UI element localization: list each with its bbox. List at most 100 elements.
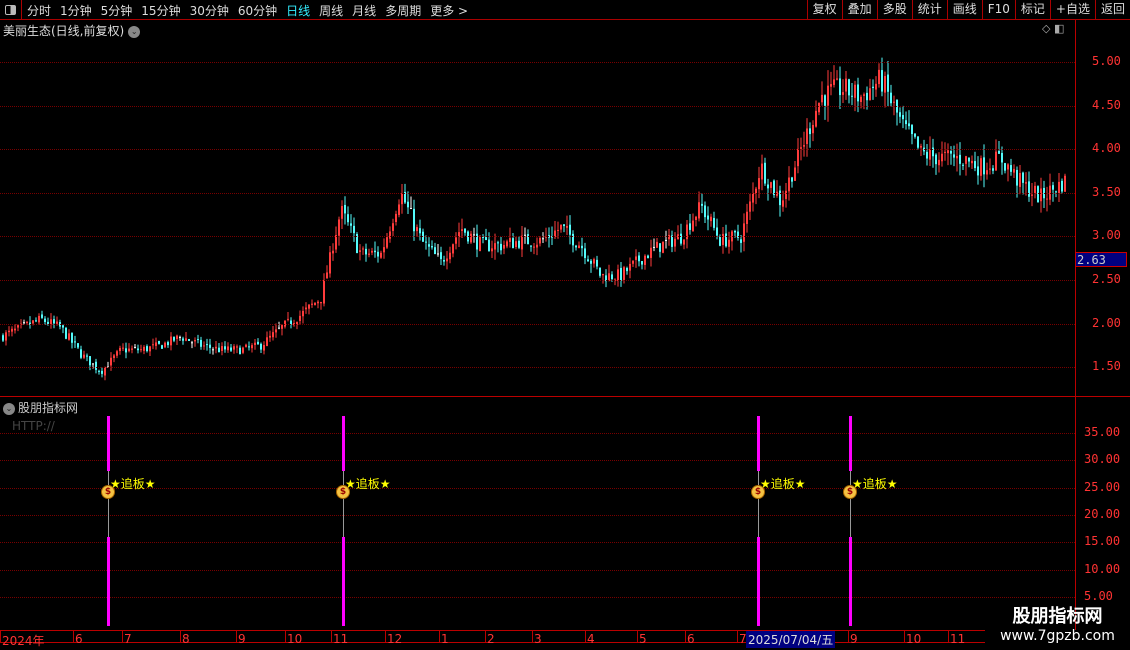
signal-bar <box>107 416 110 471</box>
candle <box>698 191 700 222</box>
candle-body <box>521 235 523 250</box>
candle-body <box>629 263 631 271</box>
tab-period[interactable]: 5分钟 <box>100 4 133 18</box>
candle-body <box>503 245 505 249</box>
chevron-down-icon[interactable]: ⌄ <box>128 25 141 38</box>
time-tick: 1 <box>441 632 449 646</box>
candle-body <box>170 336 172 346</box>
candle-body <box>593 259 595 264</box>
tab-period[interactable]: 15分钟 <box>141 4 181 18</box>
candle <box>689 214 691 235</box>
tab-period[interactable]: 月线 <box>352 4 377 18</box>
candle-body <box>938 159 940 166</box>
candle-body <box>1028 181 1030 197</box>
candle-body <box>158 341 160 344</box>
candle-body <box>659 243 661 252</box>
candle <box>155 337 157 350</box>
watermark-url: www.7gpzb.com <box>1000 628 1115 644</box>
candle <box>128 343 130 353</box>
restore-rights-button[interactable]: 复权 <box>806 0 842 20</box>
candle-body <box>824 95 826 106</box>
diamond-icon[interactable]: ◇ <box>1042 22 1051 35</box>
candle <box>464 228 466 236</box>
candle <box>353 217 355 242</box>
tab-period[interactable]: 30分钟 <box>189 4 229 18</box>
candle <box>485 228 487 241</box>
candle-body <box>239 347 241 355</box>
time-tick: 6 <box>75 632 83 646</box>
candle <box>641 261 643 270</box>
candle-body <box>1040 188 1042 202</box>
tab-daily[interactable]: 日线 <box>286 4 311 18</box>
candle <box>158 340 160 345</box>
candle-body <box>704 205 706 218</box>
candle-body <box>140 349 142 351</box>
candle-body <box>599 267 601 276</box>
candle-body <box>977 166 979 176</box>
tab-period[interactable]: 60分钟 <box>237 4 278 18</box>
signal-bar <box>342 537 345 626</box>
candle-body <box>740 239 742 243</box>
add-watchlist-button[interactable]: +自选 <box>1049 0 1095 20</box>
candle <box>317 300 319 309</box>
time-tick-mark <box>532 630 533 642</box>
candle <box>374 241 376 258</box>
f10-button[interactable]: F10 <box>981 0 1015 20</box>
axis-divider <box>1075 20 1076 630</box>
candle-body <box>161 345 163 349</box>
candle-body <box>761 163 763 180</box>
candle <box>17 324 19 332</box>
candle <box>347 206 349 226</box>
signal-bar <box>107 537 110 626</box>
time-tick-mark <box>0 630 1 642</box>
chevron-down-icon[interactable]: ⌄ <box>3 402 15 415</box>
candle <box>803 131 805 157</box>
candle <box>1022 171 1024 195</box>
tab-period[interactable]: 周线 <box>319 4 344 18</box>
candle-body <box>362 248 364 250</box>
money-bag-icon: $ <box>751 485 765 499</box>
candle-body <box>74 341 76 343</box>
statistics-button[interactable]: 统计 <box>911 0 947 20</box>
candle <box>599 267 601 278</box>
candle-body <box>1010 165 1012 172</box>
candle <box>434 242 436 255</box>
candle-body <box>653 246 655 248</box>
candle-body <box>119 347 121 352</box>
tab-period[interactable]: 分时 <box>27 4 52 18</box>
candle <box>545 227 547 242</box>
candle-body <box>371 250 373 253</box>
candle <box>779 185 781 217</box>
back-button[interactable]: 返回 <box>1094 0 1130 20</box>
candlestick-chart[interactable] <box>0 20 1075 396</box>
candle-body <box>227 346 229 351</box>
candle-body <box>80 349 82 358</box>
candle-body <box>743 223 745 242</box>
multi-stock-button[interactable]: 多股 <box>876 0 912 20</box>
draw-line-button[interactable]: 画线 <box>946 0 982 20</box>
candle <box>851 82 853 106</box>
tab-more[interactable]: 更多 > <box>430 4 469 18</box>
candle-body <box>254 342 256 345</box>
candle-body <box>686 224 688 240</box>
candle-body <box>26 321 28 324</box>
time-tick-mark <box>685 630 686 642</box>
overlay-button[interactable]: 叠加 <box>841 0 877 20</box>
candle-body <box>767 184 769 189</box>
candle <box>371 247 373 256</box>
grid-line <box>0 515 1075 517</box>
mark-button[interactable]: 标记 <box>1014 0 1050 20</box>
panel-toggle-button[interactable] <box>0 0 22 20</box>
candle-body <box>407 201 409 208</box>
tab-period[interactable]: 1分钟 <box>60 4 92 18</box>
candle-body <box>662 241 664 253</box>
candle <box>386 232 388 249</box>
candle-body <box>212 349 214 351</box>
candle <box>350 214 352 233</box>
signal-marker: $ ★追板★ <box>336 416 391 626</box>
panel-icon[interactable]: ◧ <box>1053 22 1065 35</box>
tab-period[interactable]: 多周期 <box>385 4 422 18</box>
current-price-label: 2.63 <box>1075 252 1127 267</box>
candle-body <box>353 225 355 234</box>
candle <box>935 153 937 175</box>
